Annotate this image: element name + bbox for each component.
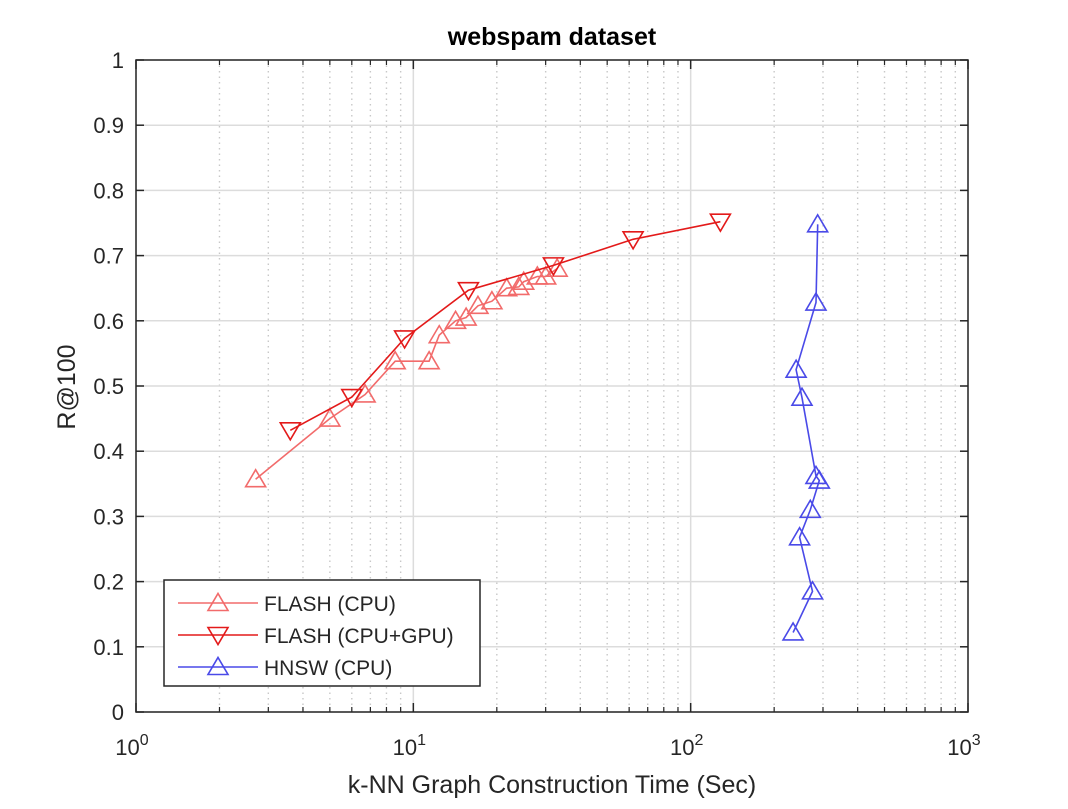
data-point <box>427 324 451 344</box>
data-point <box>318 407 342 427</box>
series-1 <box>244 257 569 488</box>
data-point <box>454 306 478 326</box>
y-tick-label: 0 <box>112 700 124 725</box>
legend-item: HNSW (CPU) <box>178 655 392 680</box>
data-point <box>466 294 490 315</box>
series-3 <box>781 213 831 641</box>
legend-item: FLASH (CPU) <box>178 591 396 616</box>
data-point <box>457 281 480 302</box>
data-point <box>444 309 467 330</box>
y-tick-label: 0.4 <box>93 439 124 464</box>
data-point <box>244 468 268 488</box>
legend-label: FLASH (CPU+GPU) <box>264 625 454 648</box>
y-tick-label: 0.6 <box>93 309 124 334</box>
data-point <box>417 350 441 370</box>
y-tick-label: 0.9 <box>93 113 124 138</box>
chart-title: webspam dataset <box>447 23 657 51</box>
data-point <box>542 257 565 277</box>
data-point <box>495 277 519 297</box>
data-point <box>784 358 808 379</box>
data-point <box>507 275 531 296</box>
data-point <box>278 422 302 442</box>
legend-label: HNSW (CPU) <box>264 657 392 680</box>
data-point <box>801 580 824 600</box>
legend-item: FLASH (CPU+GPU) <box>178 625 454 648</box>
x-tick-label: 102 <box>670 732 703 760</box>
data-point <box>340 388 364 409</box>
data-point <box>545 257 569 277</box>
x-tick-label: 103 <box>947 732 980 760</box>
x-tick-label: 101 <box>393 732 426 760</box>
data-point <box>788 526 811 546</box>
y-tick-label: 0.8 <box>93 178 124 203</box>
data-point <box>790 386 814 407</box>
data-point <box>383 350 407 370</box>
data-point <box>621 231 645 251</box>
y-tick-label: 0.1 <box>93 635 124 660</box>
legend-marker <box>206 591 230 612</box>
x-tick-label: 100 <box>115 732 148 760</box>
series-line <box>289 220 721 432</box>
legend-marker <box>206 626 230 647</box>
data-point <box>804 291 828 311</box>
legend-box <box>163 579 481 687</box>
data-point <box>806 213 830 233</box>
series-line <box>792 224 821 633</box>
y-tick-label: 0.7 <box>93 244 124 269</box>
legend-marker <box>206 655 230 676</box>
data-point <box>781 621 805 641</box>
legend-label: FLASH (CPU) <box>264 593 396 616</box>
data-point <box>798 498 822 519</box>
y-tick-label: 1 <box>112 48 124 73</box>
data-point <box>393 330 416 350</box>
series-2 <box>278 213 732 442</box>
data-point <box>709 213 732 233</box>
data-point <box>480 290 504 310</box>
y-axis-label: R@100 <box>53 344 81 429</box>
y-tick-label: 0.2 <box>93 570 124 595</box>
y-tick-label: 0.5 <box>93 374 124 399</box>
data-point <box>807 469 831 489</box>
x-axis-label: k-NN Graph Construction Time (Sec) <box>348 771 756 799</box>
y-tick-label: 0.3 <box>93 504 124 529</box>
